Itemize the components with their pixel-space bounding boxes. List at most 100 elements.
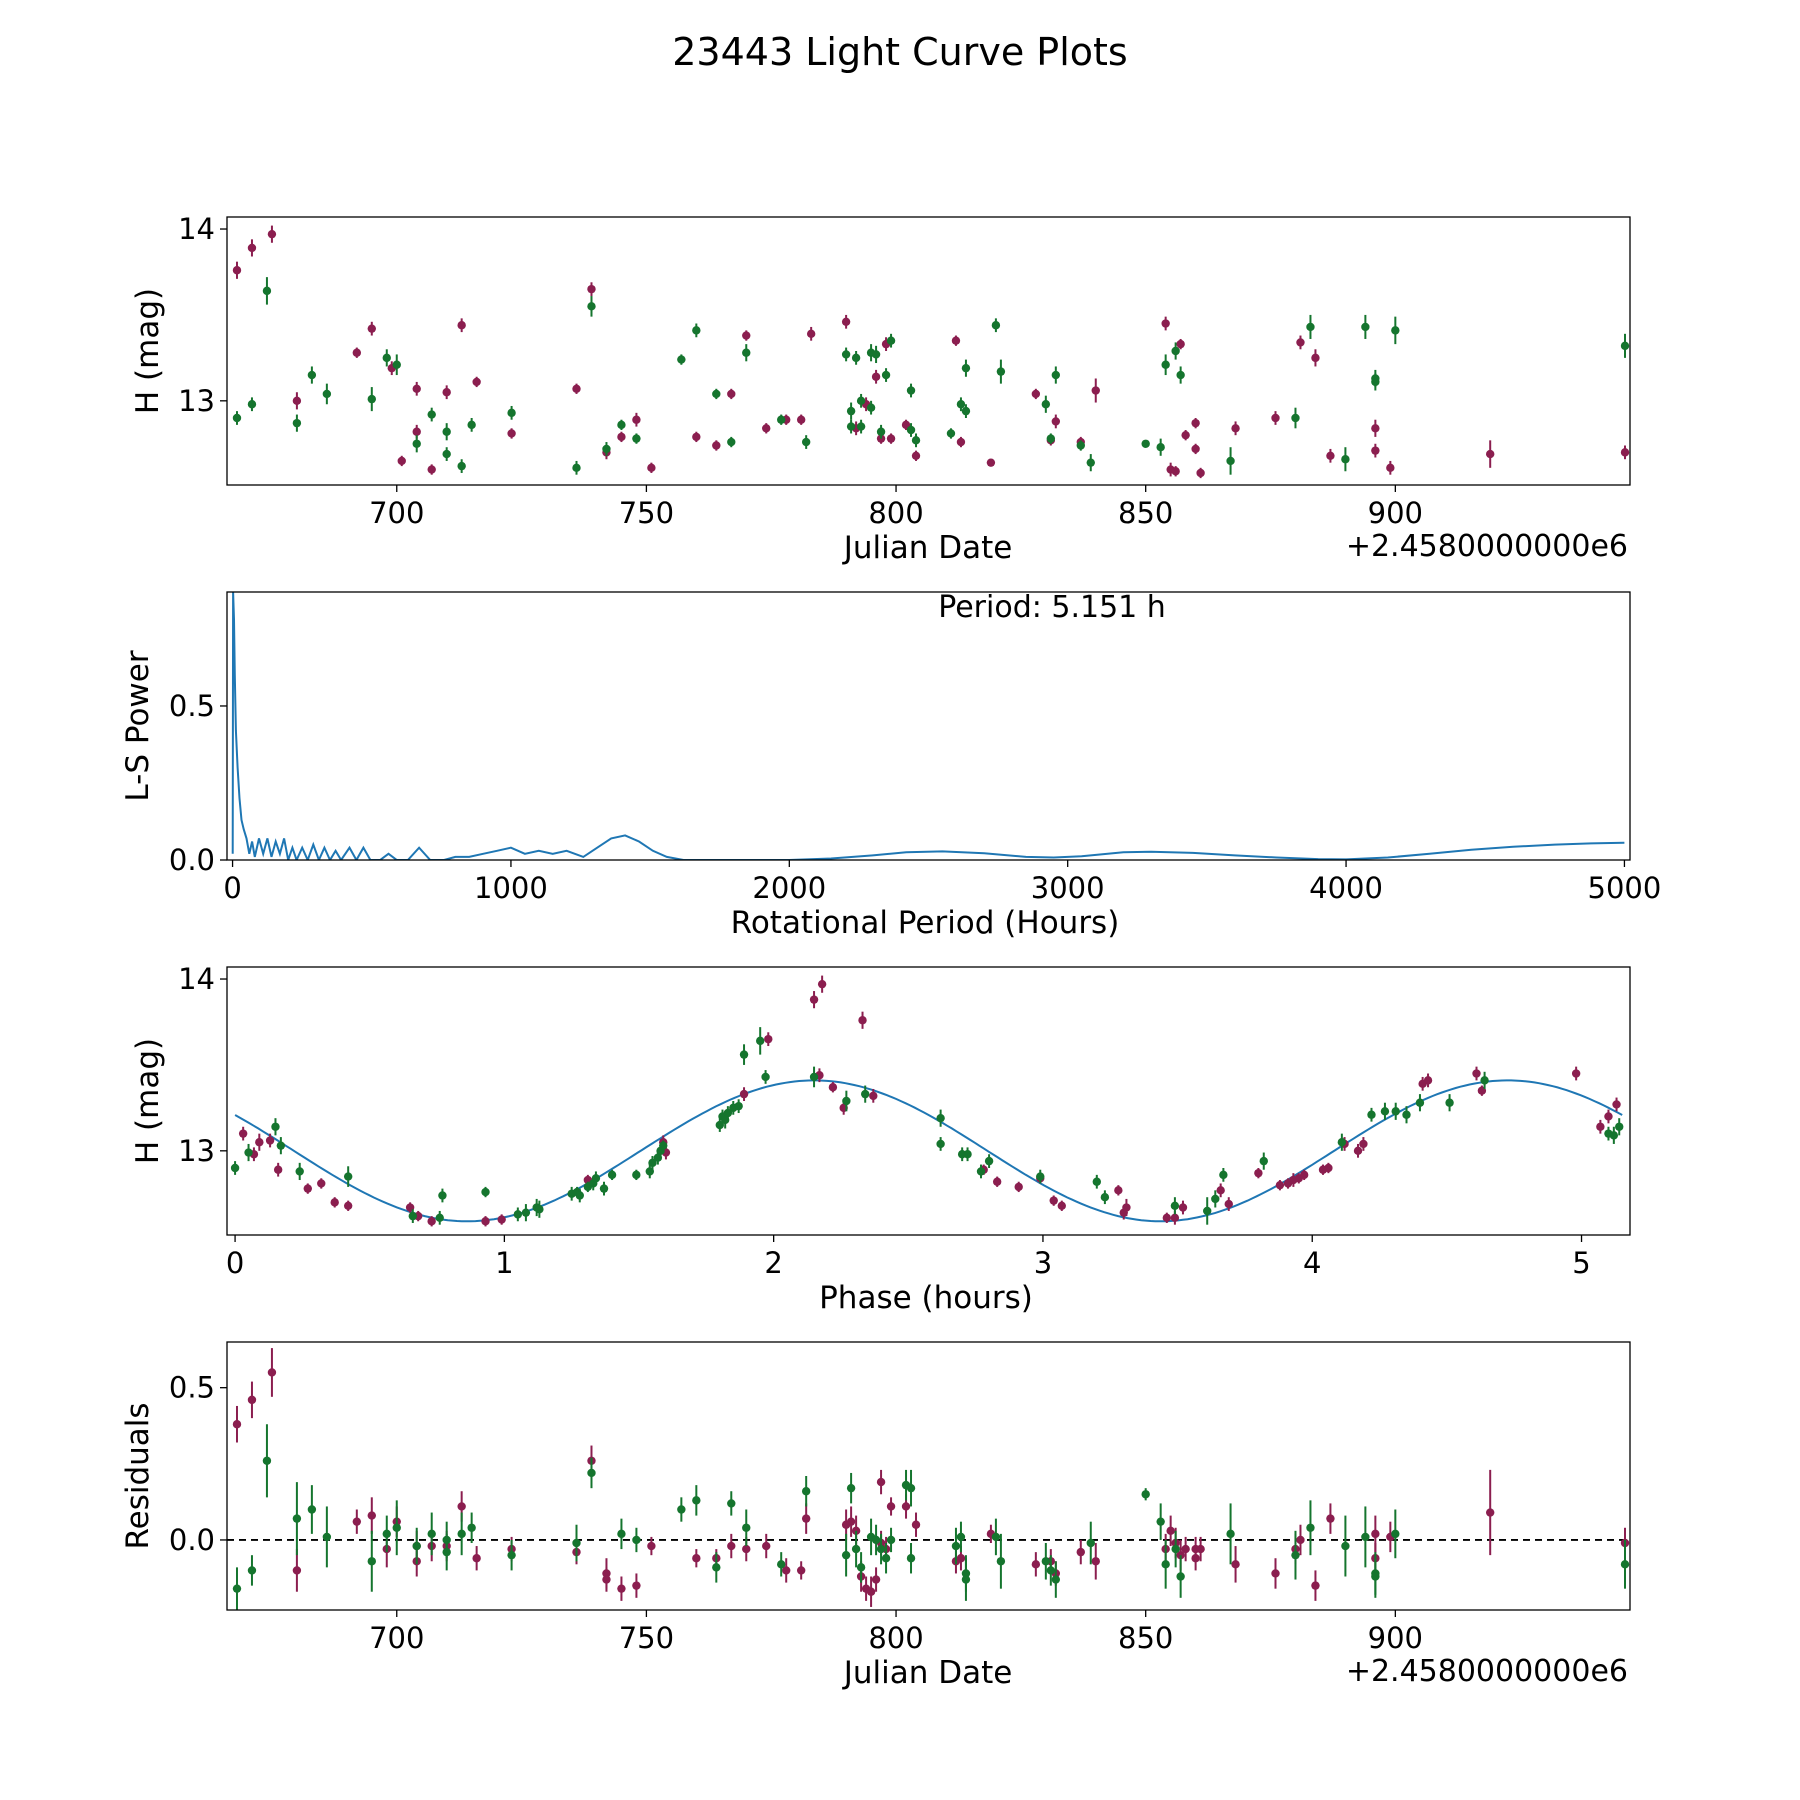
data-marker — [1203, 1206, 1212, 1216]
periodogram-axes-frame — [226, 591, 1631, 861]
data-point-filter-b — [435, 1210, 444, 1225]
data-marker — [442, 427, 451, 436]
data-point-filter-a — [1604, 1109, 1613, 1124]
data-point-filter-a — [1196, 467, 1205, 479]
data-point-filter-b — [1211, 1190, 1220, 1208]
data-point-filter-b — [648, 1155, 657, 1170]
light-curve-xtick-label: 700 — [369, 496, 424, 530]
data-point-filter-b — [1051, 1561, 1061, 1598]
data-marker — [692, 1554, 701, 1563]
data-point-filter-b — [442, 423, 451, 441]
data-point-filter-b — [591, 1171, 601, 1186]
data-point-filter-b — [906, 383, 916, 398]
data-marker — [761, 1072, 770, 1082]
data-marker — [991, 321, 1001, 330]
data-marker — [497, 1215, 506, 1224]
data-point-filter-b — [271, 1118, 280, 1136]
light-curve-x-label: Julian Date — [842, 530, 1013, 566]
data-marker — [992, 1177, 1002, 1186]
data-marker — [901, 1502, 911, 1511]
data-marker — [951, 1541, 961, 1551]
data-marker — [723, 1108, 733, 1118]
data-point-filter-a — [801, 1503, 811, 1534]
data-marker — [1171, 1544, 1180, 1554]
data-marker — [481, 1217, 490, 1226]
data-marker — [1609, 1131, 1619, 1140]
data-point-filter-b — [467, 1512, 476, 1543]
data-point-filter-a — [841, 314, 851, 329]
data-marker — [842, 1096, 851, 1106]
data-marker — [1391, 326, 1400, 335]
data-point-filter-b — [521, 1204, 531, 1222]
data-point-filter-b — [712, 1552, 721, 1583]
data-marker — [427, 410, 436, 419]
data-point-filter-b — [1036, 1169, 1045, 1184]
data-point-filter-b — [1171, 1530, 1180, 1568]
data-point-filter-b — [976, 1164, 986, 1179]
periodogram-plot-area — [231, 592, 1625, 860]
data-point-filter-b — [427, 407, 436, 422]
data-point-filter-b — [956, 397, 966, 412]
data-marker — [1402, 1110, 1411, 1119]
data-marker — [996, 1557, 1006, 1566]
data-marker — [911, 436, 921, 445]
data-marker — [1380, 1107, 1390, 1116]
residuals-ytick-label: 0.0 — [169, 1523, 215, 1557]
periodogram-x-ticks: 0 1000 2000 3000 4000 5000 — [223, 860, 1661, 905]
data-marker — [871, 350, 881, 359]
data-marker — [871, 372, 881, 381]
data-marker — [841, 317, 851, 326]
data-marker — [1049, 1196, 1058, 1205]
data-marker — [727, 1541, 736, 1551]
data-point-filter-b — [886, 333, 896, 348]
periodogram-ytick-label: 0.5 — [169, 689, 215, 723]
data-marker — [535, 1205, 544, 1214]
data-point-filter-b — [632, 433, 641, 444]
data-point-filter-b — [1391, 1102, 1400, 1120]
data-marker — [961, 363, 971, 373]
data-point-filter-b — [322, 1506, 332, 1568]
data-marker — [343, 1201, 353, 1210]
phase-plot-area — [230, 975, 1624, 1227]
power-spectrum-line — [231, 592, 1625, 860]
data-marker — [1615, 1122, 1624, 1131]
data-point-filter-a — [951, 335, 961, 346]
data-marker — [232, 1420, 242, 1429]
data-point-filter-a — [901, 419, 911, 431]
data-point-filter-b — [963, 1147, 972, 1162]
data-marker — [255, 1138, 264, 1147]
data-point-filter-a — [1296, 335, 1305, 350]
phase-xtick-label: 3 — [1034, 1246, 1052, 1280]
phase-axes-frame — [226, 966, 1631, 1236]
data-marker — [472, 1554, 481, 1563]
data-point-filter-b — [262, 277, 272, 305]
data-marker — [1046, 434, 1056, 443]
data-point-filter-b — [692, 1485, 701, 1516]
data-marker — [442, 449, 451, 459]
data-marker — [906, 425, 916, 435]
data-marker — [1057, 1201, 1066, 1210]
data-point-filter-a — [367, 321, 376, 336]
data-marker — [817, 979, 827, 989]
data-marker — [238, 1129, 248, 1138]
data-marker — [1226, 456, 1235, 466]
data-marker — [956, 1554, 966, 1563]
data-marker — [587, 1468, 596, 1478]
data-marker — [1031, 1560, 1041, 1569]
data-point-filter-b — [1367, 1107, 1376, 1122]
data-point-filter-a — [238, 1126, 248, 1141]
data-marker — [392, 360, 401, 369]
residuals-xtick-label: 900 — [1368, 1621, 1423, 1655]
data-marker — [1296, 338, 1305, 347]
data-marker — [951, 336, 961, 345]
data-point-filter-b — [607, 1169, 617, 1181]
data-marker — [727, 437, 736, 447]
data-point-filter-b — [876, 424, 886, 439]
data-marker — [991, 1532, 1001, 1542]
data-point-filter-a — [1299, 1169, 1309, 1181]
data-point-filter-b — [1415, 1094, 1425, 1112]
data-point-filter-b — [507, 1539, 516, 1571]
data-marker — [1296, 1535, 1305, 1545]
data-point-filter-b — [1371, 369, 1380, 388]
data-marker — [1051, 1575, 1061, 1584]
